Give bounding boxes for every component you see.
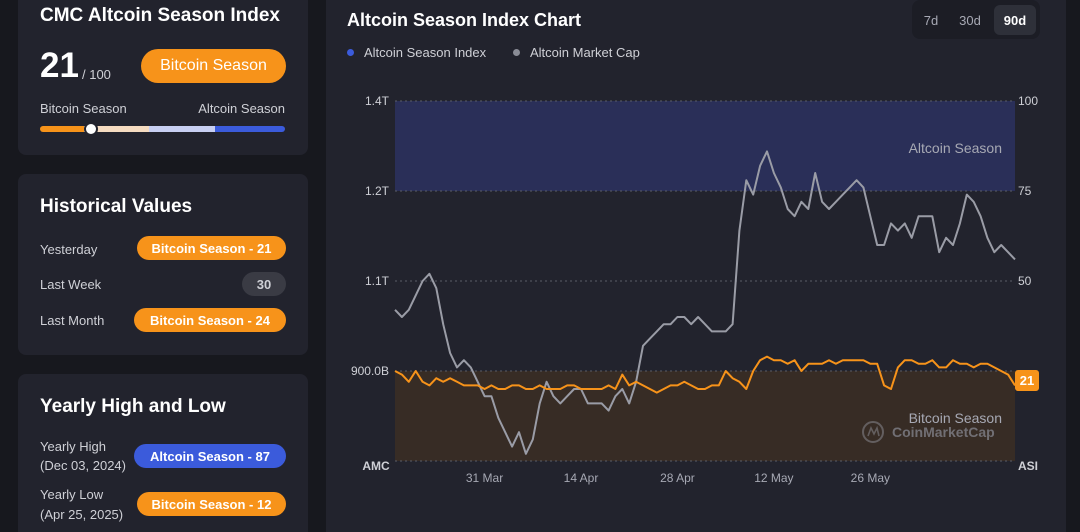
- historical-row-value: Bitcoin Season - 21: [137, 236, 286, 260]
- legend-dot-icon: [513, 49, 520, 56]
- range-button-7d[interactable]: 7d: [923, 12, 939, 28]
- chart-panel: Altcoin Season Index Chart 7d 30d 90d Al…: [326, 0, 1066, 532]
- index-card: CMC Altcoin Season Index 21 / 100 Bitcoi…: [18, 0, 308, 155]
- gauge-segment-bitcoin-light: [83, 126, 150, 132]
- legend-altcoin-season-index[interactable]: Altcoin Season Index: [347, 45, 486, 60]
- yearly-high-label: Yearly High: [40, 439, 107, 454]
- historical-title: Historical Values: [40, 196, 193, 217]
- yearly-title: Yearly High and Low: [40, 396, 226, 417]
- legend-altcoin-market-cap[interactable]: Altcoin Market Cap: [513, 45, 640, 60]
- index-card-title: CMC Altcoin Season Index: [40, 5, 280, 26]
- range-selector: 7d 30d 90d: [912, 0, 1040, 39]
- historical-row-label: Last Week: [40, 277, 102, 292]
- gauge-left-label: Bitcoin Season: [40, 101, 127, 116]
- historical-row-value: 30: [242, 272, 286, 296]
- yearly-high-date: (Dec 03, 2024): [40, 458, 126, 473]
- yearly-low-date: (Apr 25, 2025): [40, 507, 124, 522]
- legend-dot-icon: [347, 49, 354, 56]
- yearly-high-value: Altcoin Season - 87: [134, 444, 286, 468]
- historical-row-label: Last Month: [40, 313, 105, 328]
- gauge-knob: [84, 122, 99, 136]
- yearly-low-label: Yearly Low: [40, 487, 104, 502]
- yearly-low-value: Bitcoin Season - 12: [137, 492, 286, 516]
- range-button-30d[interactable]: 30d: [959, 12, 981, 28]
- index-status-badge: Bitcoin Season: [141, 49, 286, 83]
- index-max: / 100: [82, 67, 111, 82]
- historical-row-label: Yesterday: [40, 242, 98, 257]
- gauge-segment-bitcoin: [40, 126, 84, 132]
- chart-title: Altcoin Season Index Chart: [347, 10, 582, 30]
- legend-label: Altcoin Market Cap: [530, 45, 640, 60]
- gauge-right-label: Altcoin Season: [198, 101, 285, 116]
- yearly-high-low-card: Yearly High and Low Yearly High (Dec 03,…: [18, 374, 308, 532]
- historical-row-value: Bitcoin Season - 24: [134, 308, 286, 332]
- gauge-segment-altcoin-light: [149, 126, 215, 132]
- gauge-segment-altcoin: [215, 126, 285, 132]
- range-button-90d[interactable]: 90d: [994, 5, 1036, 35]
- legend-label: Altcoin Season Index: [364, 45, 487, 60]
- index-value: 21: [40, 46, 79, 85]
- season-gauge: [40, 126, 285, 132]
- historical-values-card: Historical Values Yesterday Bitcoin Seas…: [18, 174, 308, 355]
